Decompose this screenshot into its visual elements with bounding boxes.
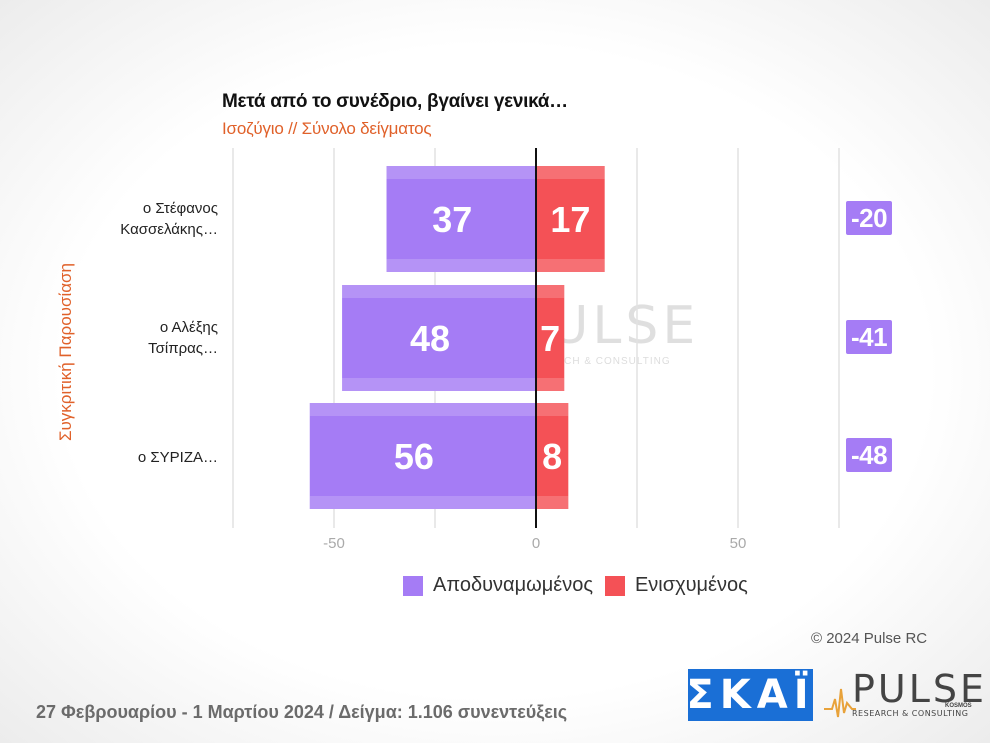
bar-strengthened-highlight — [536, 285, 565, 298]
data-label-weakened: 48 — [410, 318, 450, 359]
chart-title: Μετά από το συνέδριο, βγαίνει γενικά… — [222, 91, 568, 112]
legend-item-weakened: Αποδυναμωμένος — [403, 574, 593, 597]
x-tick-label: -50 — [323, 535, 345, 552]
pulse-logo-word: PULSE — [852, 667, 988, 711]
bar-strengthened — [536, 403, 569, 509]
legend-label-weakened: Αποδυναμωμένος — [433, 574, 593, 596]
pulse-logo: PULSE KOSMOS RESEARCH & CONSULTING — [822, 667, 984, 723]
category-label-line: Κασσελάκης… — [120, 221, 218, 238]
balance-badge: -48 — [846, 438, 893, 472]
bar-weakened-highlight — [386, 166, 536, 179]
pulse-logo-kosmos: KOSMOS — [945, 703, 972, 709]
legend-swatch-strengthened — [604, 575, 625, 596]
balance-badge: -41 — [846, 320, 893, 354]
bar-strengthened — [536, 166, 605, 272]
bar-weakened-highlight — [309, 496, 536, 509]
x-tick-label: 0 — [532, 535, 540, 552]
bar-weakened-highlight — [386, 259, 536, 272]
category-label: ο Στέφανος Κασσελάκης… — [88, 198, 218, 240]
bar-weakened-highlight — [309, 403, 536, 416]
watermark-subtitle: RESEARCH & CONSULTING — [517, 356, 671, 367]
x-tick-label: 50 — [730, 535, 747, 552]
legend-item-strengthened: Ενισχυμένος — [604, 574, 748, 597]
bar-weakened — [309, 403, 536, 509]
bar-strengthened-highlight — [536, 259, 605, 272]
survey-footer: 27 Φεβρουαρίου - 1 Μαρτίου 2024 / Δείγμα… — [36, 702, 568, 722]
bar-weakened-highlight — [342, 378, 536, 391]
balance-badge: -20 — [846, 201, 893, 235]
legend-label-strengthened: Ενισχυμένος — [634, 574, 748, 596]
bar-strengthened-highlight — [536, 378, 565, 391]
bar-strengthened-highlight — [536, 496, 569, 509]
bar-strengthened-highlight — [536, 166, 605, 179]
legend: Αποδυναμωμένος Ενισχυμένος — [403, 574, 760, 597]
data-label-strengthened: 17 — [550, 199, 590, 240]
category-label-line: ο Αλέξης — [159, 319, 218, 336]
data-label-weakened: 56 — [394, 436, 434, 477]
data-label-strengthened: 7 — [540, 318, 560, 359]
data-label-strengthened: 8 — [542, 436, 562, 477]
skai-logo: ΣΚΑΪ — [686, 669, 813, 721]
pulse-logo-subtitle: RESEARCH & CONSULTING — [852, 709, 969, 718]
bar-weakened — [386, 166, 536, 272]
category-label-line: Τσίπρας… — [148, 340, 218, 357]
data-label-weakened: 37 — [432, 199, 472, 240]
category-label-line: ο Στέφανος — [142, 200, 218, 217]
bar-weakened — [342, 285, 536, 391]
bar-weakened-highlight — [342, 285, 536, 298]
chart-subtitle: Ισοζύγιο // Σύνολο δείγματος — [222, 119, 432, 138]
category-label: ο Αλέξης Τσίπρας… — [88, 317, 218, 359]
copyright-text: © 2024 Pulse RC — [811, 630, 928, 647]
legend-swatch-weakened — [403, 575, 423, 596]
bar-strengthened-highlight — [536, 403, 569, 416]
category-label-line: ο ΣΥΡΙΖΑ… — [137, 448, 218, 466]
pulse-wave-icon — [824, 688, 856, 718]
bar-strengthened — [536, 285, 565, 391]
category-label: ο ΣΥΡΙΖΑ… — [88, 447, 218, 468]
